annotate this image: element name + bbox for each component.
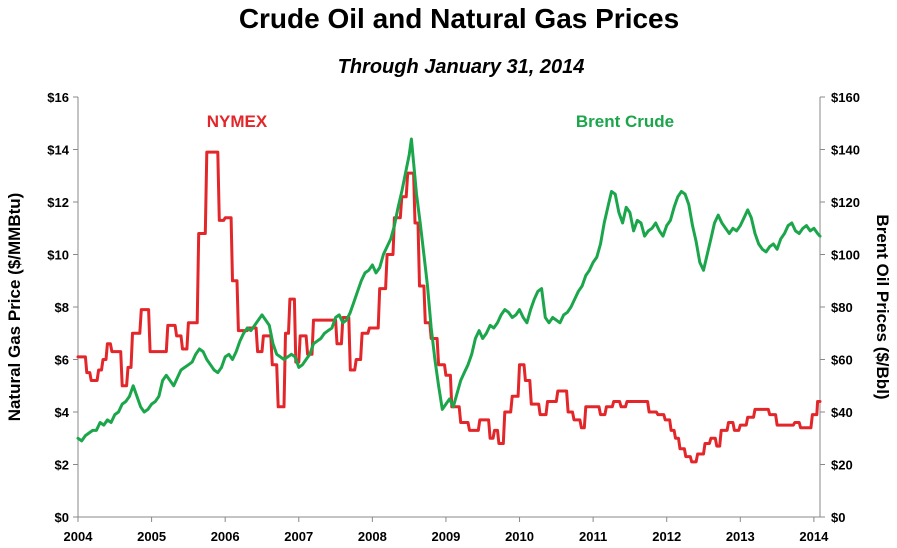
series-label-nymex: NYMEX <box>207 112 268 131</box>
y-left-tick-label: $12 <box>47 195 69 210</box>
tick-labels: $0 $2 $4 $6 $8 $10 $12 $14 $16 $0 $20 $40 $60 $80 $100… <box>47 90 860 544</box>
x-tick-label: 2007 <box>284 529 313 544</box>
y-right-tick-label: $160 <box>831 90 860 105</box>
series-line-nymex <box>76 150 822 464</box>
y-right-tick-label: $0 <box>831 510 845 525</box>
y-right-tick-label: $60 <box>831 353 853 368</box>
series-lines <box>76 137 822 464</box>
y-left-tick-label: $2 <box>55 458 69 473</box>
y-left-tick-label: $8 <box>55 300 69 315</box>
x-tick-label: 2014 <box>799 529 829 544</box>
chart-title: Crude Oil and Natural Gas Prices <box>239 3 679 34</box>
x-tick-label: 2010 <box>505 529 534 544</box>
x-tick-label: 2012 <box>652 529 681 544</box>
x-tick-label: 2009 <box>431 529 460 544</box>
y-left-tick-label: $16 <box>47 90 69 105</box>
y-left-axis-title: Natural Gas Price ($/MMBtu) <box>5 193 24 422</box>
y-left-tick-label: $4 <box>55 405 70 420</box>
x-tick-label: 2008 <box>358 529 387 544</box>
series-label-brent-crude: Brent Crude <box>576 112 674 131</box>
y-right-tick-label: $120 <box>831 195 860 210</box>
y-left-tick-label: $10 <box>47 248 69 263</box>
y-left-tick-label: $0 <box>55 510 69 525</box>
x-tick-label: 2011 <box>579 529 607 544</box>
chart-subtitle: Through January 31, 2014 <box>338 56 585 78</box>
series-line-brent-crude <box>76 137 822 443</box>
y-left-tick-label: $14 <box>47 143 69 158</box>
y-right-tick-label: $40 <box>831 405 853 420</box>
y-left-tick-label: $6 <box>55 353 69 368</box>
y-right-axis-title: Brent Oil Prices ($/Bbl) <box>873 214 892 399</box>
x-tick-label: 2006 <box>211 529 240 544</box>
x-tick-label: 2004 <box>64 529 94 544</box>
y-right-tick-label: $80 <box>831 300 853 315</box>
y-right-tick-label: $100 <box>831 248 860 263</box>
x-tick-label: 2013 <box>726 529 755 544</box>
axes <box>73 96 825 522</box>
y-right-tick-label: $20 <box>831 458 853 473</box>
x-tick-label: 2005 <box>137 529 166 544</box>
y-right-tick-label: $140 <box>831 143 860 158</box>
